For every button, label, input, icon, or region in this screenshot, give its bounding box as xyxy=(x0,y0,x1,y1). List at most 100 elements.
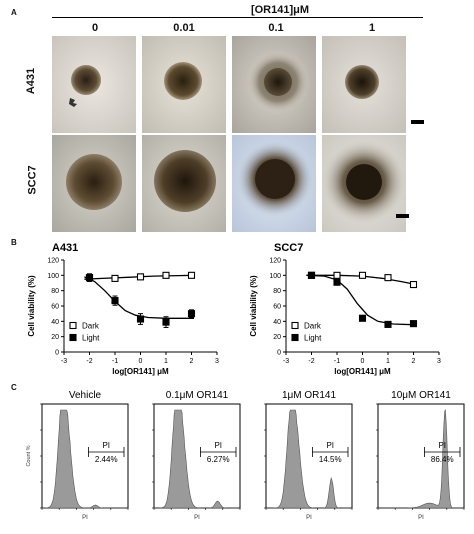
histogram-area-10-m-or141 xyxy=(378,409,464,509)
legend-marker-dark xyxy=(69,321,77,330)
x-tick-label: 1 xyxy=(164,358,168,365)
y-tick-label: 20 xyxy=(273,334,281,341)
histogram-area-vehicle xyxy=(42,409,128,509)
data-point-light xyxy=(307,271,316,279)
data-point-light xyxy=(358,314,367,322)
flow-x-label: PI xyxy=(82,515,88,521)
legend-marker-light xyxy=(69,333,77,342)
y-tick-label: 100 xyxy=(269,273,281,280)
x-tick-label: 0 xyxy=(361,358,365,365)
x-tick-label: -1 xyxy=(334,358,340,365)
histogram-area-1-m-or141 xyxy=(266,409,352,509)
histogram-area-0-1-m-or141 xyxy=(154,409,240,509)
legend-marker-light xyxy=(291,333,299,342)
flow-histogram-0-1um: 0.1μM OR141 PI 6.27% PI xyxy=(152,390,241,521)
y-tick-label: 80 xyxy=(273,288,281,295)
micrograph-scc7-0 xyxy=(52,135,136,232)
x-tick-label: 0 xyxy=(139,358,143,365)
concentration-header: [OR141]μM xyxy=(250,4,310,16)
header-rule xyxy=(52,17,423,18)
y-tick-label: 100 xyxy=(47,273,59,280)
data-point-light xyxy=(409,320,418,328)
y-tick-label: 120 xyxy=(47,258,59,265)
x-tick-label: 3 xyxy=(437,358,441,365)
gate-label: PI xyxy=(214,441,222,450)
x-axis-label: log[OR141] μM xyxy=(334,367,391,376)
fit-curve-light xyxy=(84,276,194,319)
gate-value-1-m-or141: 14.5% xyxy=(319,455,342,464)
data-point-dark xyxy=(162,271,170,279)
y-tick-label: 60 xyxy=(51,304,59,311)
column-header-0-01: 0.01 xyxy=(173,22,195,34)
gate-value-vehicle: 2.44% xyxy=(95,455,118,464)
micrograph-scc7-1 xyxy=(322,135,406,232)
scale-bar-row2 xyxy=(396,214,409,218)
x-tick-label: 2 xyxy=(190,358,194,365)
row-label-scc7: SCC7 xyxy=(26,165,39,195)
data-point-dark xyxy=(111,274,119,282)
data-point-dark xyxy=(187,271,196,279)
data-point-light xyxy=(136,315,145,323)
micrograph-a431-0-01 xyxy=(142,36,226,133)
data-point-dark xyxy=(358,271,367,279)
micrograph-a431-1 xyxy=(322,36,406,133)
row-label-a431: A431 xyxy=(25,67,38,95)
data-point-light xyxy=(111,297,119,305)
x-tick-label: -2 xyxy=(86,358,92,365)
x-tick-label: 2 xyxy=(412,358,416,365)
flow-frame xyxy=(377,403,465,509)
flow-frame xyxy=(265,403,353,509)
flow-title-10-m-or141: 10μM OR141 xyxy=(391,390,451,401)
panel-c-label: C xyxy=(11,383,17,392)
y-tick-label: 120 xyxy=(269,258,281,265)
data-point-dark xyxy=(384,274,392,282)
panel-a-label: A xyxy=(11,8,17,17)
gate-label: PI xyxy=(102,441,110,450)
flow-histogram-1um: 1μM OR141 PI 14.5% PI xyxy=(264,390,353,521)
gate-value-0-1-m-or141: 6.27% xyxy=(207,455,230,464)
flow-x-label: PI xyxy=(306,515,312,521)
panel-b-label: B xyxy=(11,238,17,247)
data-point-dark xyxy=(409,280,418,289)
y-tick-label: 20 xyxy=(51,334,59,341)
flow-title-1-m-or141: 1μM OR141 xyxy=(282,390,337,401)
y-axis-label: Cell viability (%) xyxy=(249,275,258,337)
flow-histogram-vehicle: Vehicle PI 2.44% PI Count % xyxy=(26,390,129,521)
viability-chart-scc7: SCC7 0 20 40 60 80 100 120 -3 -2 -1 0 1 2 3 log[OR141] … xyxy=(249,242,441,376)
legend-label-light: Light xyxy=(304,334,322,343)
gate-label: PI xyxy=(326,441,334,450)
x-tick-label: 3 xyxy=(215,358,219,365)
x-tick-label: -1 xyxy=(112,358,118,365)
y-tick-label: 80 xyxy=(51,288,59,295)
y-tick-label: 60 xyxy=(273,304,281,311)
gate-value-10-m-or141: 86.4% xyxy=(431,455,454,464)
x-tick-label: -2 xyxy=(308,358,314,365)
micrograph-scc7-0-1 xyxy=(232,135,316,232)
micrograph-a431-0 xyxy=(52,36,136,133)
flow-x-label: PI xyxy=(418,515,424,521)
gate-label: PI xyxy=(438,441,446,450)
data-point-light xyxy=(333,278,341,286)
flow-histogram-10um: 10μM OR141 PI 86.4% PI xyxy=(376,390,465,521)
micrograph-scc7-0-01 xyxy=(142,135,226,232)
data-point-light xyxy=(384,320,392,328)
flow-x-label: PI xyxy=(194,515,200,521)
y-tick-label: 40 xyxy=(51,319,59,326)
data-point-dark xyxy=(136,273,145,281)
y-tick-label: 0 xyxy=(277,350,281,357)
flow-y-label: Count % xyxy=(26,445,32,466)
column-header-1: 1 xyxy=(368,22,376,34)
chart-title-a431: A431 xyxy=(52,242,78,254)
fit-curve-dark xyxy=(306,274,417,286)
x-tick-label: -3 xyxy=(61,358,67,365)
x-axis-label: log[OR141] μM xyxy=(112,367,169,376)
column-header-0: 0 xyxy=(91,22,99,34)
micrograph-a431-0-1 xyxy=(232,36,316,133)
legend-label-light: Light xyxy=(82,334,100,343)
y-tick-label: 40 xyxy=(273,319,281,326)
x-tick-label: -3 xyxy=(283,358,289,365)
data-point-light xyxy=(187,310,196,318)
viability-chart-a431: A431 0 20 40 60 80 100 120 -3 -2 -1 0 1 2 3 log[OR141] … xyxy=(27,242,219,376)
column-header-0-1: 0.1 xyxy=(268,22,284,34)
y-axis-label: Cell viability (%) xyxy=(27,275,36,337)
